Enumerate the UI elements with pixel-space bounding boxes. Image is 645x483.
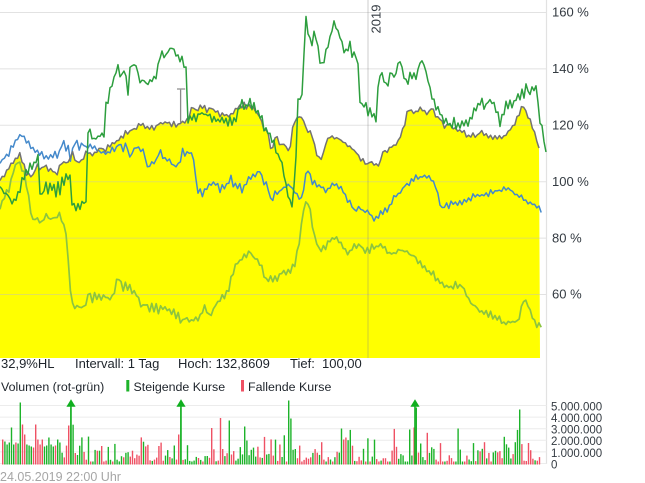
svg-text:Intervall: 1 Tag: Intervall: 1 Tag (75, 356, 159, 371)
svg-text:Fallende Kurse: Fallende Kurse (248, 380, 331, 394)
svg-text:Volumen (rot-grün): Volumen (rot-grün) (1, 380, 104, 394)
svg-text:120 %: 120 % (552, 118, 589, 133)
svg-text:2019: 2019 (369, 5, 384, 34)
svg-text:2.000.000: 2.000.000 (551, 436, 602, 448)
svg-text:Hoch: 132,8609: Hoch: 132,8609 (178, 356, 270, 371)
svg-text:100 %: 100 % (552, 174, 589, 189)
svg-text:60 %: 60 % (552, 287, 582, 302)
svg-text:Tief:: Tief: (290, 356, 315, 371)
svg-text:160 %: 160 % (552, 5, 589, 20)
svg-text:1.000.000: 1.000.000 (551, 448, 602, 460)
svg-text:140 %: 140 % (552, 61, 589, 76)
svg-text:100,00: 100,00 (322, 356, 362, 371)
svg-text:80 %: 80 % (552, 230, 582, 245)
svg-text:5.000.000: 5.000.000 (551, 401, 602, 413)
svg-text:32,9%HL: 32,9%HL (1, 356, 54, 371)
svg-text:3.000.000: 3.000.000 (551, 425, 602, 437)
svg-text:4.000.000: 4.000.000 (551, 413, 602, 425)
svg-text:Steigende Kurse: Steigende Kurse (134, 380, 226, 394)
svg-text:0: 0 (551, 459, 557, 471)
svg-text:24.05.2019 22:00 Uhr: 24.05.2019 22:00 Uhr (0, 470, 121, 483)
